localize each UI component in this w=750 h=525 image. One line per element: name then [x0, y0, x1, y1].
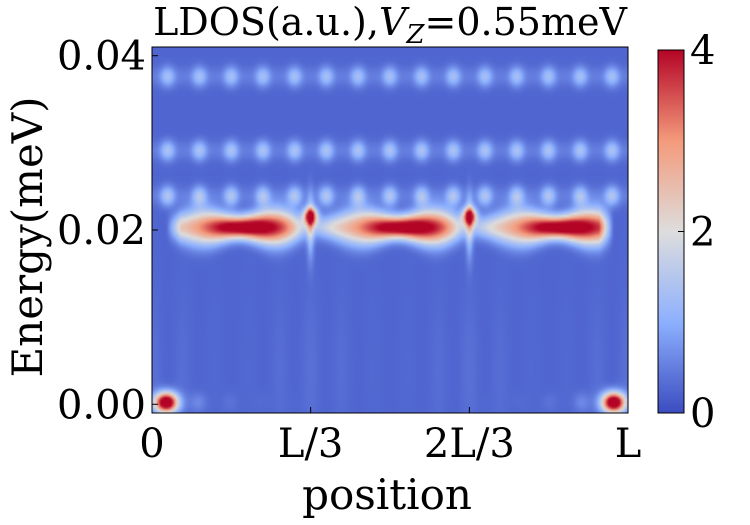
y-tick-label-0: 0.00	[57, 382, 146, 428]
x-tick-label-0: 0	[139, 421, 164, 467]
y-tick-label-1: 0.02	[57, 208, 146, 254]
cbar-tick-label-2: 4	[690, 28, 715, 74]
x-tick-label-2: 2L/3	[424, 421, 515, 467]
title-main: LDOS(a.u.),	[153, 0, 379, 44]
chart-title: LDOS(a.u.),VZ=0.55meV	[153, 0, 627, 50]
x-axis: 0 L/3 2L/3 L	[139, 407, 641, 467]
x-axis-label: position	[302, 470, 472, 519]
title-sub: Z	[405, 20, 425, 50]
heatmap-image	[152, 47, 628, 413]
title-rest: =0.55meV	[425, 0, 628, 44]
cbar-tick-label-0: 0	[690, 391, 715, 437]
colorbar-ticks: 0 2 4	[678, 28, 715, 437]
cbar-tick-label-1: 2	[690, 210, 715, 256]
y-axis: 0.00 0.02 0.04	[57, 34, 158, 428]
x-tick-label-3: L	[615, 421, 642, 467]
title-var: V	[379, 0, 410, 44]
x-tick-label-1: L/3	[278, 421, 344, 467]
y-tick-label-2: 0.04	[57, 34, 146, 80]
y-axis-label: Energy(meV)	[3, 96, 52, 377]
